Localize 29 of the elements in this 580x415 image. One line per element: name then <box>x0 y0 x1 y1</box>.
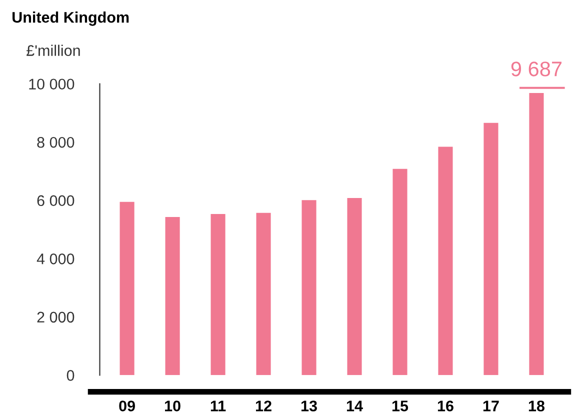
bar <box>302 200 316 376</box>
x-tick-label: 14 <box>346 400 363 412</box>
y-tick-label: 0 <box>66 370 74 381</box>
x-tick-label: 09 <box>119 400 135 412</box>
bar <box>529 92 544 376</box>
x-tick-label: 16 <box>438 400 454 412</box>
bar <box>347 198 362 376</box>
y-tick-label: 4 000 <box>36 253 74 264</box>
y-axis-title: £'million <box>26 44 80 56</box>
y-tick-label: 10 000 <box>29 78 74 90</box>
x-tick-label: 11 <box>210 400 226 412</box>
x-tick-label: 17 <box>483 400 499 412</box>
x-tick-label: 12 <box>256 400 272 412</box>
chart-title: United Kingdom <box>12 12 129 26</box>
y-tick-label: 2 000 <box>37 312 74 323</box>
bar <box>165 216 180 376</box>
bar <box>210 214 226 376</box>
x-tick-label: 18 <box>528 400 544 412</box>
y-tick-label: 8 000 <box>37 136 74 148</box>
bar <box>438 146 453 376</box>
x-tick-label: 15 <box>392 400 408 412</box>
x-tick-label: 10 <box>165 400 180 412</box>
bar <box>120 202 134 376</box>
y-tick-label: 6 000 <box>37 195 74 206</box>
data-label: 9 687 <box>511 62 562 76</box>
bar <box>256 212 271 376</box>
bar <box>484 122 498 376</box>
x-tick-label: 13 <box>301 400 317 412</box>
bar <box>392 168 408 376</box>
